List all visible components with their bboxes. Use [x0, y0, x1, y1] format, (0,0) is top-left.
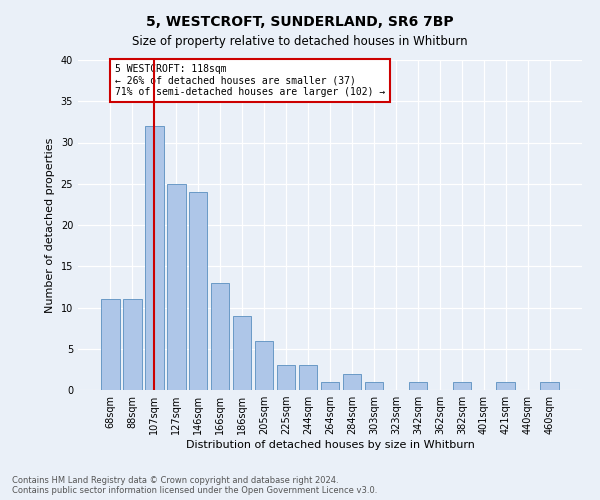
Bar [277, 365, 295, 390]
Bar [211, 283, 229, 390]
Bar [409, 382, 427, 390]
Text: Size of property relative to detached houses in Whitburn: Size of property relative to detached ho… [132, 35, 468, 48]
Text: Contains HM Land Registry data © Crown copyright and database right 2024.
Contai: Contains HM Land Registry data © Crown c… [12, 476, 377, 495]
Bar [145, 126, 164, 390]
Bar [343, 374, 361, 390]
Bar [255, 340, 274, 390]
Text: 5, WESTCROFT, SUNDERLAND, SR6 7BP: 5, WESTCROFT, SUNDERLAND, SR6 7BP [146, 15, 454, 29]
Y-axis label: Number of detached properties: Number of detached properties [45, 138, 55, 312]
Bar [101, 299, 119, 390]
Bar [189, 192, 208, 390]
Bar [541, 382, 559, 390]
Bar [167, 184, 185, 390]
Bar [365, 382, 383, 390]
Bar [233, 316, 251, 390]
X-axis label: Distribution of detached houses by size in Whitburn: Distribution of detached houses by size … [185, 440, 475, 450]
Bar [320, 382, 340, 390]
Bar [496, 382, 515, 390]
Bar [452, 382, 471, 390]
Bar [123, 299, 142, 390]
Bar [299, 365, 317, 390]
Text: 5 WESTCROFT: 118sqm
← 26% of detached houses are smaller (37)
71% of semi-detach: 5 WESTCROFT: 118sqm ← 26% of detached ho… [115, 64, 385, 98]
